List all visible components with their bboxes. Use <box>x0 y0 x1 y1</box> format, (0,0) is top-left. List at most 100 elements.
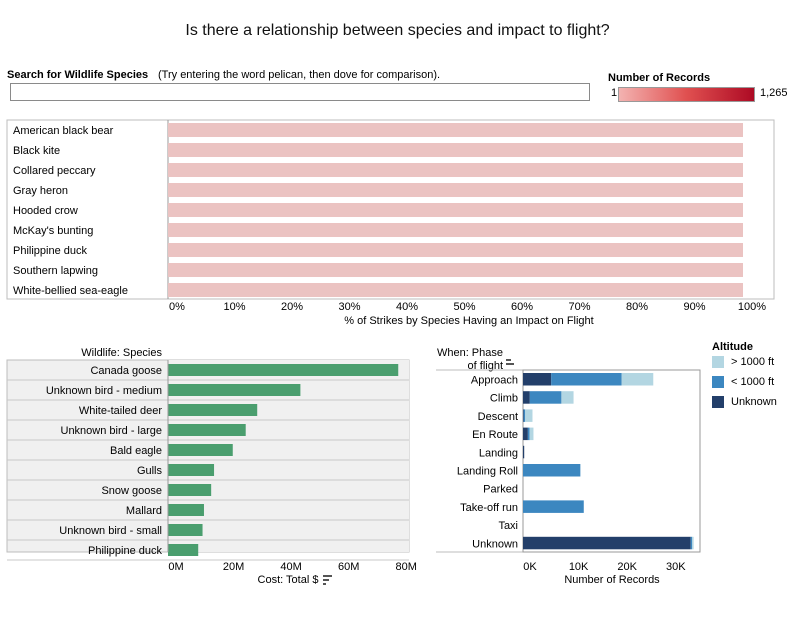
tick-label: 100% <box>738 301 766 313</box>
category-label: Philippine duck <box>88 545 162 557</box>
x-axis-title: % of Strikes by Species Having an Impact… <box>344 315 593 327</box>
altitude-legend-label: < 1000 ft <box>731 376 775 388</box>
tick-label: 70% <box>568 301 590 313</box>
records-legend-min: 1 <box>611 87 618 99</box>
bar <box>168 544 199 556</box>
tick-label: 20K <box>617 561 637 573</box>
bar-segment <box>523 373 552 386</box>
sort-icon <box>506 363 514 365</box>
records-legend-max: 1,265 <box>760 87 788 99</box>
category-label: White-tailed deer <box>79 405 162 417</box>
bar-segment <box>523 391 530 404</box>
records-legend-title: Number of Records <box>608 72 711 84</box>
category-label: Canada goose <box>90 365 162 377</box>
altitude-legend-title: Altitude <box>712 341 753 353</box>
bar-segment <box>523 427 528 441</box>
bar-segment <box>525 409 533 422</box>
bar <box>168 223 743 237</box>
category-label: Landing Roll <box>457 466 518 478</box>
bar-segment <box>523 409 526 422</box>
search-label: Search for Wildlife Species <box>7 69 149 81</box>
search-hint: (Try entering the word pelican, then dov… <box>158 69 441 81</box>
tick-label: 0% <box>169 301 185 313</box>
phase-header: of flight <box>468 360 503 372</box>
bar-segment <box>529 427 534 441</box>
category-label: Gulls <box>137 465 163 477</box>
altitude-swatch <box>712 376 724 388</box>
category-label: Unknown bird - large <box>61 425 163 437</box>
tick-label: 20% <box>281 301 303 313</box>
bar <box>168 143 743 157</box>
category-label: White-bellied sea-eagle <box>13 285 128 297</box>
category-label: McKay's bunting <box>13 225 93 237</box>
category-label: Snow goose <box>101 485 162 497</box>
bar <box>168 504 204 516</box>
category-label: Landing <box>479 447 518 459</box>
tick-label: 10K <box>569 561 589 573</box>
tick-label: 40M <box>280 561 301 573</box>
bar <box>168 404 258 416</box>
tick-label: 0K <box>523 561 537 573</box>
records-legend-gradient <box>618 87 755 102</box>
bar-segment <box>529 391 562 404</box>
bar-segment <box>692 536 694 550</box>
bar <box>168 123 743 137</box>
bar <box>168 364 399 376</box>
bar <box>168 183 743 197</box>
bar <box>168 203 743 217</box>
bar-segment <box>551 373 622 386</box>
category-label: Philippine duck <box>13 245 87 257</box>
category-label: En Route <box>472 429 518 441</box>
tick-label: 10% <box>223 301 245 313</box>
tick-label: 30K <box>666 561 686 573</box>
tick-label: 80% <box>626 301 648 313</box>
altitude-swatch <box>712 356 724 368</box>
bar <box>168 444 233 456</box>
category-label: Southern lapwing <box>13 265 98 277</box>
category-label: Parked <box>483 484 518 496</box>
tick-label: 20M <box>223 561 244 573</box>
sort-icon <box>506 359 511 361</box>
x-axis-title: Cost: Total $ <box>258 574 319 586</box>
bar <box>168 283 743 297</box>
sort-icon <box>323 575 332 577</box>
category-label: Hooded crow <box>13 205 78 217</box>
category-label: Climb <box>490 393 518 405</box>
sort-icon <box>323 579 329 581</box>
tick-label: 90% <box>683 301 705 313</box>
category-label: Bald eagle <box>110 445 162 457</box>
bar <box>168 243 743 257</box>
species-header: Wildlife: Species <box>81 347 162 359</box>
category-label: Approach <box>471 375 518 387</box>
bar-segment <box>523 409 524 422</box>
tick-label: 40% <box>396 301 418 313</box>
category-label: Unknown bird - small <box>59 525 162 537</box>
category-label: Collared peccary <box>13 165 96 177</box>
phase-header: When: Phase <box>437 347 503 359</box>
bar-segment <box>561 391 574 404</box>
search-input[interactable] <box>10 83 590 101</box>
bar <box>168 163 743 177</box>
altitude-legend-label: Unknown <box>731 396 777 408</box>
x-axis-title: Number of Records <box>564 574 660 586</box>
bar <box>168 384 301 396</box>
tick-label: 30% <box>338 301 360 313</box>
tick-label: 60% <box>511 301 533 313</box>
tick-label: 50% <box>453 301 475 313</box>
bar-segment <box>523 536 691 550</box>
tick-label: 60M <box>338 561 359 573</box>
tick-label: 0M <box>168 561 183 573</box>
sort-icon <box>323 583 326 585</box>
category-label: Descent <box>478 411 518 423</box>
bar <box>168 464 215 476</box>
bar-segment <box>690 536 693 550</box>
bar-segment <box>523 500 584 513</box>
bar <box>168 263 743 277</box>
category-label: Unknown <box>472 538 518 550</box>
category-label: Taxi <box>498 520 518 532</box>
bar-segment <box>523 464 581 477</box>
category-label: American black bear <box>13 125 114 137</box>
page-title: Is there a relationship between species … <box>185 22 610 39</box>
category-label: Unknown bird - medium <box>46 385 162 397</box>
